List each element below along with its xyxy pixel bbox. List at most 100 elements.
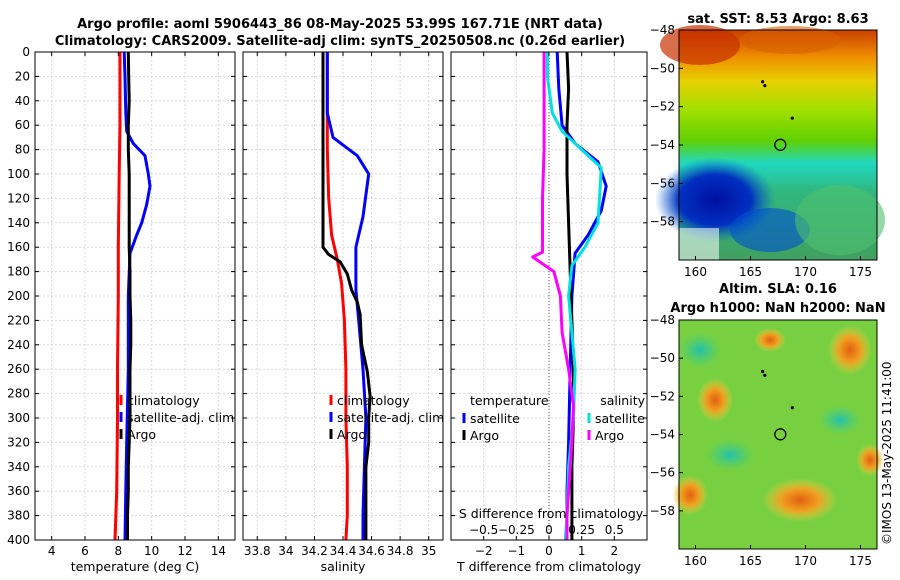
series-t-argo (565, 52, 575, 540)
y-tick-label: 260 (7, 362, 30, 376)
legend-label: Argo (595, 428, 624, 443)
y-tick-label: 180 (7, 265, 30, 279)
legend: climatology satellite-adj. clim Argo (119, 393, 234, 442)
sla-map-title-1: Altim. SLA: 0.16 (719, 282, 837, 297)
s-tick-label: 0.5 (605, 523, 624, 537)
map-y-tick-label: −50 (650, 61, 675, 75)
y-tick-label: 220 (7, 313, 30, 327)
sst-warm-patch (660, 25, 740, 65)
map-y-tick-label: −52 (650, 100, 675, 114)
float-position-dot (761, 80, 765, 84)
legend-label: climatology (127, 393, 200, 408)
profile-location-marker (774, 428, 787, 441)
series-satellite-adj-clim (325, 52, 371, 540)
x-tick-label: 34 (278, 544, 293, 558)
title-line-1: Argo profile: aoml 5906443_86 08-May-202… (77, 17, 603, 32)
legend-title-salinity: salinity (600, 393, 645, 408)
sla-high-3 (762, 478, 838, 522)
legend-label: satellite-adj. clim (337, 410, 444, 425)
map-y-tick-label: −48 (650, 23, 675, 37)
x-tick-label: 35 (421, 544, 436, 558)
legend-label: satellite-adj. clim (127, 410, 234, 425)
map-x-tick-label: 160 (684, 554, 707, 568)
map-y-tick-label: −54 (650, 138, 675, 152)
sst-map-markers (761, 80, 794, 151)
x-tick-label: 6 (81, 544, 89, 558)
x-tick-label: 0 (545, 544, 553, 558)
y-tick-label: 0 (22, 45, 30, 59)
sst-land-mask (679, 228, 719, 260)
x-tick-label: 12 (177, 544, 192, 558)
x-tick-label: 1 (578, 544, 586, 558)
sst-map-ticks: −48 −50 −52 −54 −56 −58 160 165 170 175 (650, 23, 872, 279)
legend-label: climatology (337, 393, 410, 408)
sla-high-2 (828, 325, 872, 375)
series-t-satellite (555, 52, 608, 540)
salinity-panel: 33.8 34 34.2 34.4 34.6 34.8 35 salinity climatol… (242, 51, 444, 574)
map-y-tick-label: −54 (650, 428, 675, 442)
x-tick-label: 4 (48, 544, 56, 558)
title-line-2: Climatology: CARS2009. Satellite-adj cli… (55, 34, 625, 49)
y-tick-label: 80 (15, 143, 30, 157)
sla-low-2 (705, 439, 755, 471)
y-tick-label: 280 (7, 387, 30, 401)
map-x-tick-label: 160 (684, 265, 707, 279)
s-axis-label: S difference from climatology (459, 506, 644, 521)
legend-label: satellite (470, 411, 520, 426)
y-tick-label: 380 (7, 509, 30, 523)
sla-high-1 (697, 378, 733, 422)
y-tick-label: 40 (15, 94, 30, 108)
y-tick-label: 100 (7, 167, 30, 181)
x-tick-label: 8 (115, 544, 123, 558)
series-climatology (325, 52, 349, 540)
y-tick-label: 60 (15, 118, 30, 132)
x-tick-label: −2 (475, 544, 493, 558)
legend-label: Argo (470, 428, 499, 443)
x-axis-label: temperature (deg C) (71, 559, 200, 574)
x-tick-label: 33.8 (244, 544, 271, 558)
sla-low-3 (818, 405, 862, 435)
float-position-dot (763, 83, 767, 88)
x-tick-label: 34.8 (387, 544, 414, 558)
float-position-dot (763, 373, 767, 377)
map-y-tick-label: −48 (650, 313, 675, 327)
series-group (531, 52, 608, 540)
legend: temperature salinity satellite Argo satellit… (462, 393, 646, 443)
grid (35, 51, 235, 541)
sla-high-6 (754, 328, 786, 352)
series-argo (126, 52, 133, 540)
float-position-dot (761, 369, 765, 374)
float-position-dot (790, 116, 794, 120)
series-group (113, 52, 152, 540)
sla-high-4 (672, 475, 708, 515)
legend: climatology satellite-adj. clim Argo (329, 393, 444, 442)
x-tick-label: 34.4 (330, 544, 357, 558)
y-tick-label: 300 (7, 411, 30, 425)
map-y-tick-label: −56 (650, 176, 675, 190)
legend-label: satellite (595, 411, 645, 426)
y-tick-label: 140 (7, 216, 30, 230)
y-tick-label: 320 (7, 435, 30, 449)
series-s-argo (531, 52, 575, 540)
y-tick-label: 200 (7, 289, 30, 303)
series-group (321, 52, 372, 540)
map-y-tick-label: −58 (650, 215, 675, 229)
map-x-tick-label: 175 (849, 265, 872, 279)
sst-green-patch (795, 185, 885, 255)
legend-label: Argo (337, 427, 366, 442)
y-tick-label: 20 (15, 69, 30, 83)
x-tick-label: 14 (211, 544, 226, 558)
sst-warm-patch-2 (740, 26, 840, 54)
s-tick-label: 0.25 (568, 523, 595, 537)
legend-title-temperature: temperature (470, 393, 549, 408)
grid (243, 51, 443, 541)
series-climatology (113, 52, 122, 540)
y-tick-label: 240 (7, 338, 30, 352)
map-y-tick-label: −50 (650, 351, 675, 365)
imos-watermark: ©IMOS 13-May-2025 11:41:00 (880, 361, 894, 545)
sst-cold-patch-2 (730, 208, 810, 252)
map-y-tick-label: −52 (650, 389, 675, 403)
y-tick-label: 160 (7, 240, 30, 254)
x-tick-label: 2 (611, 544, 619, 558)
